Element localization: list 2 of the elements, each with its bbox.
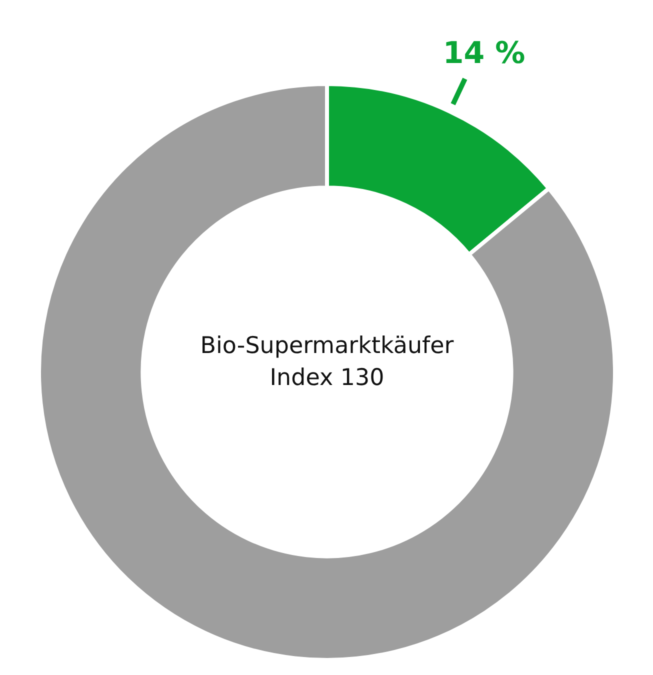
text: Bio-Supermarktkäufer Index 130 (199, 332, 455, 393)
data-label: 14 % (442, 36, 526, 72)
